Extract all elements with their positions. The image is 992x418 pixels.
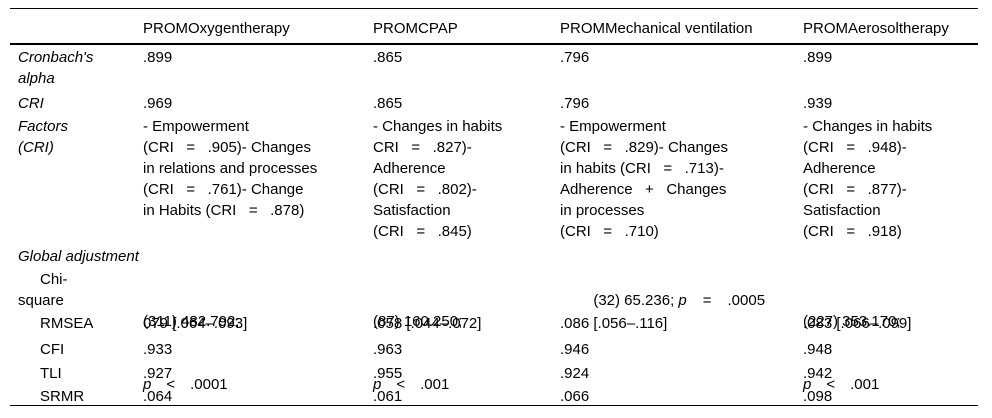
- cell-chi-square-cpap: (87) 160.250; p < .001: [373, 267, 560, 418]
- row-label-cri: CRI: [18, 95, 44, 112]
- table-row-chi-square: Chi- square (311) 482.792; p < .0001 (87) …: [10, 267, 978, 393]
- comparison-operator: <: [396, 376, 406, 393]
- cell-srmr-aerosoltherapy: .098: [803, 388, 833, 405]
- col-header-empty: [10, 9, 143, 39]
- row-label-tli: TLI: [40, 365, 62, 382]
- comparison-operator: <: [166, 376, 176, 393]
- cell-tli-aerosoltherapy: .942: [803, 365, 833, 382]
- p-symbol: p: [678, 292, 687, 309]
- cell-rmsea-aerosoltherapy: .083 [.066–.099]: [803, 315, 912, 332]
- table-row-cri: CRI .969 .865 .796 .939: [10, 91, 978, 114]
- p-symbol: p: [143, 376, 152, 393]
- table-row-global-adjustment: Global adjustment: [10, 244, 978, 267]
- chi-square-statistic: (87) 160.250;: [373, 313, 463, 330]
- cell-factors-aerosoltherapy: - Changes in habits (CRI = .948)- Adhere…: [803, 118, 933, 240]
- cell-factors-oxygentherapy: - Empowerment (CRI = .905)- Changes in r…: [143, 118, 318, 219]
- table-row-factors: Factors (CRI) - Empowerment (CRI = .905)…: [10, 114, 978, 244]
- col-header-prom-aerosoltherapy: PROMAerosoltherapy: [803, 20, 949, 37]
- cell-rmsea-cpap: .058 [.044–.072]: [373, 315, 482, 332]
- cell-srmr-oxygentherapy: .064: [143, 388, 173, 405]
- chi-square-p-line: p < .001: [803, 374, 972, 395]
- cell-tli-mechanical-ventilation: .924: [560, 365, 590, 382]
- row-label-global-adjustment: Global adjustment: [18, 248, 139, 265]
- cell-chi-square-aerosoltherapy: (227) 353.170; p < .001: [803, 267, 978, 418]
- p-symbol: p: [373, 376, 382, 393]
- cell-cronbach-oxygentherapy: .899: [143, 49, 173, 66]
- comparison-operator: =: [702, 292, 712, 309]
- chi-square-statistic: (311) 482.792;: [143, 313, 240, 330]
- cell-tli-oxygentherapy: .927: [143, 365, 173, 382]
- row-label-rmsea: RMSEA: [40, 315, 94, 332]
- col-header-prom-mechanical-ventilation: PROMMechanical ventilation: [560, 20, 753, 37]
- p-value: .001: [850, 376, 880, 393]
- p-symbol: p: [803, 376, 812, 393]
- table-row-rmsea: RMSEA 079 [.064–.093] .058 [.044–.072] .…: [10, 311, 978, 337]
- cell-tli-cpap: .955: [373, 365, 403, 382]
- cell-cronbach-mechanical-ventilation: .796: [560, 49, 590, 66]
- cell-factors-cpap: - Changes in habits CRI = .827)- Adheren…: [373, 118, 503, 240]
- cell-cri-aerosoltherapy: .939: [803, 95, 833, 112]
- row-label-factors-cri: Factors (CRI): [18, 118, 69, 156]
- chi-square-p-line: p < .001: [373, 374, 554, 395]
- table-header-row: PROMOxygentherapy PROMCPAP PROMMechanica…: [10, 9, 978, 45]
- chi-square-statistic: (227) 353.170;: [803, 313, 901, 330]
- cell-rmsea-oxygentherapy: 079 [.064–.093]: [143, 315, 248, 332]
- row-label-cronbachs-alpha: Cronbach's alpha: [18, 49, 94, 87]
- cell-cri-oxygentherapy: .969: [143, 95, 173, 112]
- cell-srmr-mechanical-ventilation: .066: [560, 388, 590, 405]
- col-header-prom-oxygentherapy: PROMOxygentherapy: [143, 20, 290, 37]
- table-row-cfi: CFI .933 .963 .946 .948: [10, 337, 978, 361]
- chi-square-p-line: p < .0001: [143, 374, 367, 395]
- cell-chi-square-mechanical-ventilation: (32) 65.236; p = .0005: [560, 267, 803, 418]
- cell-cronbach-cpap: .865: [373, 49, 403, 66]
- cell-rmsea-mechanical-ventilation: .086 [.056–.116]: [560, 315, 668, 332]
- cell-chi-square-oxygentherapy: (311) 482.792; p < .0001: [143, 267, 373, 418]
- p-value: .0005: [727, 292, 766, 309]
- comparison-operator: <: [826, 376, 836, 393]
- cell-cri-mechanical-ventilation: .796: [560, 95, 590, 112]
- cell-cronbach-aerosoltherapy: .899: [803, 49, 833, 66]
- cell-cfi-mechanical-ventilation: .946: [560, 341, 590, 358]
- cell-cfi-oxygentherapy: .933: [143, 341, 173, 358]
- p-value: .0001: [190, 376, 228, 393]
- psychometric-results-table: PROMOxygentherapy PROMCPAP PROMMechanica…: [10, 8, 978, 406]
- row-label-srmr: SRMR: [40, 388, 85, 405]
- cell-srmr-cpap: .061: [373, 388, 403, 405]
- chi-square-statistic: (32) 65.236;: [593, 292, 679, 309]
- table-row-tli: TLI .927 .955 .924 .942: [10, 361, 978, 384]
- p-value: .001: [420, 376, 450, 393]
- table-row-srmr: SRMR .064 .061 .066 .098: [10, 384, 978, 406]
- cell-cfi-cpap: .963: [373, 341, 403, 358]
- cell-factors-mechanical-ventilation: - Empowerment (CRI = .829)- Changes in h…: [560, 118, 728, 240]
- col-header-prom-cpap: PROMCPAP: [373, 20, 458, 37]
- row-label-cfi: CFI: [40, 341, 65, 358]
- cell-cri-cpap: .865: [373, 95, 403, 112]
- row-label-chi-square: Chi- square: [18, 271, 68, 309]
- cell-cfi-aerosoltherapy: .948: [803, 341, 833, 358]
- table-row-cronbachs-alpha: Cronbach's alpha .899 .865 .796 .899: [10, 45, 978, 91]
